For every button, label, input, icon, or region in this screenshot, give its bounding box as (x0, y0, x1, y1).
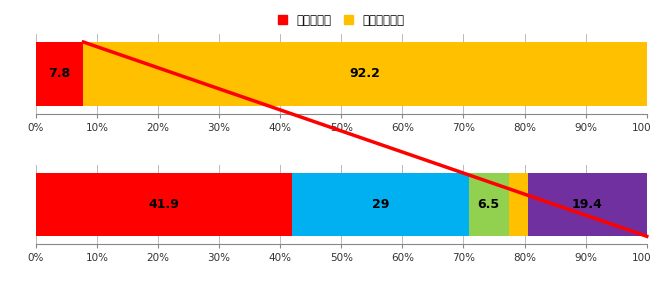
Bar (469, 173, 509, 236)
Bar (528, 173, 647, 236)
Bar (36, 173, 292, 236)
Bar (292, 173, 469, 236)
Text: 92.2: 92.2 (350, 67, 380, 80)
Text: 7.8: 7.8 (49, 67, 71, 80)
Text: 6.5: 6.5 (478, 198, 500, 211)
Legend: 歯科受診中, 歯科受診なし: 歯科受診中, 歯科受診なし (278, 14, 404, 27)
Bar (36, 42, 83, 106)
Bar (509, 173, 528, 236)
Text: 19.4: 19.4 (572, 198, 603, 211)
Text: 41.9: 41.9 (148, 198, 179, 211)
Text: 29: 29 (372, 198, 389, 211)
Bar (83, 42, 647, 106)
